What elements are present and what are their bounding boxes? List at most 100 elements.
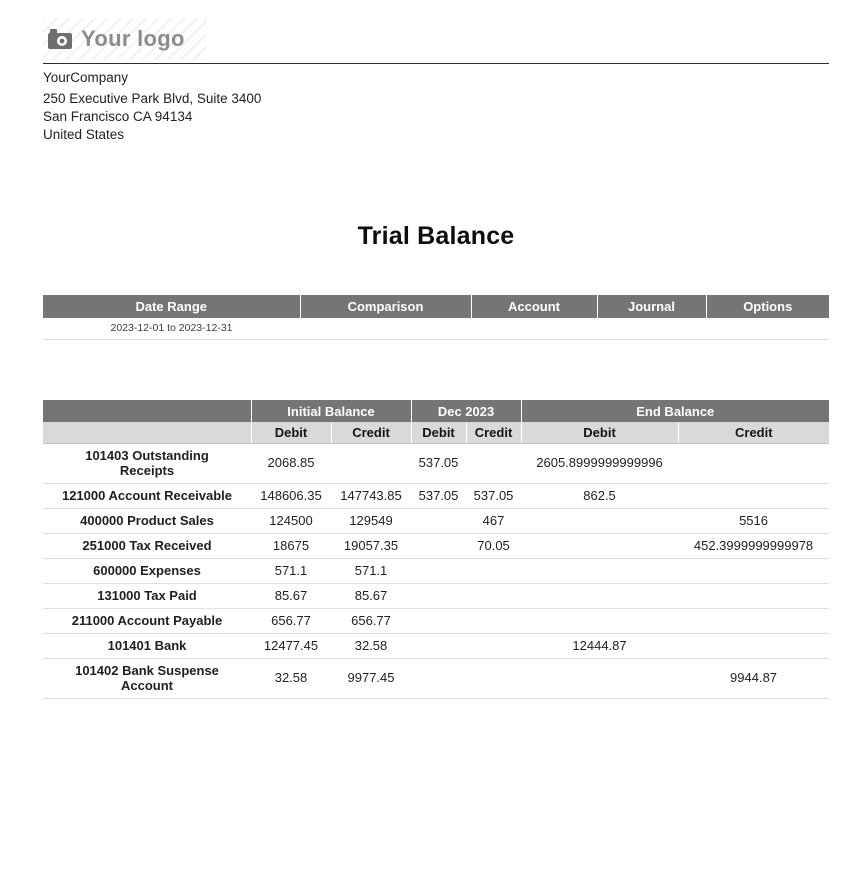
balance-cell [678,633,830,659]
account-name: 600000 Expenses [43,558,251,584]
account-name: 121000 Account Receivable [43,483,251,509]
balance-cell: 467 [466,508,522,534]
balance-cell [466,558,522,584]
balance-cell [466,658,522,699]
balance-cell [521,658,679,699]
company-logo: Your logo [43,18,207,60]
filter-header-date-range: Date Range [43,295,301,318]
filters-value-row: 2023-12-01 to 2023-12-31 [43,318,829,340]
balance-cell [411,558,467,584]
account-value [471,318,597,340]
subheader-debit: Debit [411,422,467,444]
balance-cell [466,608,522,634]
table-row: 400000 Product Sales 124500 129549 467 5… [43,508,830,534]
table-row: 101402 Bank Suspense Account 32.58 9977.… [43,658,830,699]
journal-value [597,318,706,340]
table-row: 121000 Account Receivable 148606.35 1477… [43,483,830,509]
balance-cell: 5516 [678,508,830,534]
balance-cell: 452.3999999999978 [678,533,830,559]
table-row: 101403 Outstanding Receipts 2068.85 537.… [43,443,830,484]
balance-cell: 19057.35 [331,533,412,559]
subheader-credit: Credit [466,422,522,444]
balance-cell: 9977.45 [331,658,412,699]
document-header: Your logo [43,18,829,64]
balance-cell: 537.05 [411,483,467,509]
table-row: 101401 Bank 12477.45 32.58 12444.87 [43,633,830,659]
group-header-initial-balance: Initial Balance [251,400,412,422]
balance-cell: 85.67 [251,583,331,609]
balance-cell [521,533,679,559]
balance-cell: 656.77 [331,608,412,634]
account-name: 101401 Bank [43,633,251,659]
company-info: YourCompany 250 Executive Park Blvd, Sui… [43,69,829,144]
filter-header-options: Options [706,295,829,318]
balance-cell [411,583,467,609]
table-row: 251000 Tax Received 18675 19057.35 70.05… [43,533,830,559]
balance-cell: 85.67 [331,583,412,609]
balance-cell [678,483,830,509]
camera-icon [47,27,73,51]
group-header-blank [43,400,252,422]
company-address-line: United States [43,127,125,142]
trial-balance-table: Initial Balance Dec 2023 End Balance Deb… [43,400,830,699]
balance-cell [521,608,679,634]
account-name: 211000 Account Payable [43,608,251,634]
subheader-credit: Credit [678,422,830,444]
filters-header-row: Date Range Comparison Account Journal Op… [43,295,829,318]
balance-cell: 537.05 [411,443,467,484]
balance-cell: 148606.35 [251,483,331,509]
balance-cell [678,558,830,584]
balance-cell: 124500 [251,508,331,534]
group-header-row: Initial Balance Dec 2023 End Balance [43,400,830,422]
table-row: 600000 Expenses 571.1 571.1 [43,558,830,584]
balance-cell [411,508,467,534]
group-header-period: Dec 2023 [411,400,522,422]
subheader-debit: Debit [251,422,332,444]
report-title: Trial Balance [357,222,515,250]
balance-cell: 9944.87 [678,658,830,699]
balance-cell: 862.5 [521,483,679,509]
account-name: 131000 Tax Paid [43,583,251,609]
company-address-line: 250 Executive Park Blvd, Suite 3400 [43,91,262,106]
balance-cell: 2605.8999999999996 [521,443,679,484]
filter-header-comparison: Comparison [300,295,472,318]
subheader-debit: Debit [521,422,679,444]
balance-cell: 571.1 [331,558,412,584]
table-row: 131000 Tax Paid 85.67 85.67 [43,583,830,609]
table-row: 211000 Account Payable 656.77 656.77 [43,608,830,634]
report-page: Your logo YourCompany 250 Executive Park… [43,0,830,699]
balance-cell: 537.05 [466,483,522,509]
balance-cell: 70.05 [466,533,522,559]
filters-table: Date Range Comparison Account Journal Op… [43,295,829,340]
account-name: 101403 Outstanding Receipts [43,443,251,484]
logo-text: Your logo [81,26,185,51]
balance-cell: 2068.85 [251,443,331,484]
balance-cell: 32.58 [251,658,331,699]
balance-cell [411,533,467,559]
balance-cell [678,608,830,634]
balance-cell: 18675 [251,533,331,559]
balance-cell [521,583,679,609]
balance-cell: 32.58 [331,633,412,659]
balance-cell: 571.1 [251,558,331,584]
account-name: 251000 Tax Received [43,533,251,559]
balance-cell [678,583,830,609]
balance-cell [466,443,522,484]
company-address-line: San Francisco CA 94134 [43,109,193,124]
balance-cell: 12477.45 [251,633,331,659]
subheader-credit: Credit [331,422,412,444]
balance-cell [521,508,679,534]
account-name: 400000 Product Sales [43,508,251,534]
date-range-value: 2023-12-01 to 2023-12-31 [43,318,300,340]
balance-cell [411,658,467,699]
balance-cell [411,608,467,634]
company-name: YourCompany [43,70,129,85]
balance-cell [678,443,830,484]
comparison-value [300,318,471,340]
balance-cell [466,583,522,609]
filter-header-account: Account [471,295,598,318]
balance-cell: 656.77 [251,608,331,634]
balance-cell: 129549 [331,508,412,534]
balance-cell: 12444.87 [521,633,679,659]
subheader-blank [43,422,252,444]
